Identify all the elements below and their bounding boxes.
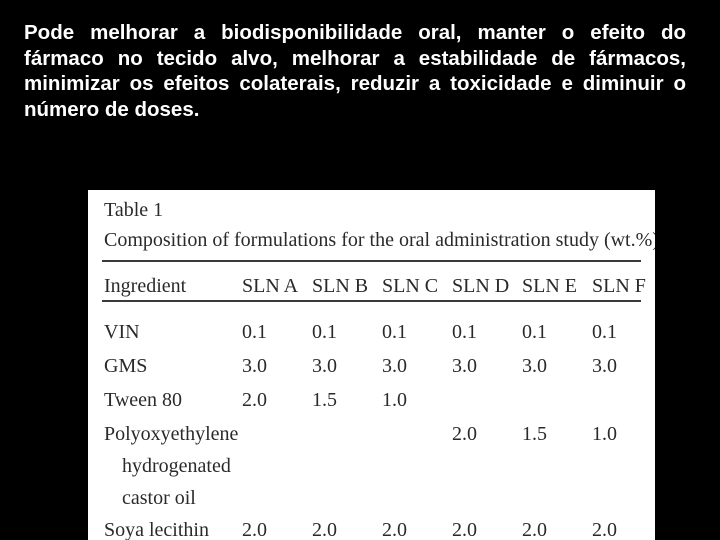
row-value: 1.0 — [592, 423, 617, 445]
row-value: 0.1 — [242, 321, 267, 343]
row-value: 2.0 — [522, 519, 547, 540]
header-sln-d: SLN D — [452, 275, 510, 297]
row-ingredient: Polyoxyethylene — [104, 423, 239, 445]
row-value: 3.0 — [242, 355, 267, 377]
header-sln-c: SLN C — [382, 275, 439, 297]
row-ingredient: VIN — [104, 321, 140, 343]
table-header-rule — [102, 300, 641, 302]
header-sln-b: SLN B — [312, 275, 369, 297]
table-subtitle: Composition of formulations for the oral… — [104, 229, 655, 251]
header-sln-a: SLN A — [242, 275, 299, 297]
row-ingredient: GMS — [104, 355, 148, 377]
row-value: 1.5 — [522, 423, 547, 445]
row-value: 3.0 — [312, 355, 337, 377]
row-ingredient-continued: castor oil — [122, 487, 196, 509]
row-value: 3.0 — [452, 355, 477, 377]
row-value: 1.0 — [382, 389, 407, 411]
slide-text: Pode melhorar a biodisponibilidade oral,… — [24, 21, 686, 121]
row-value: 2.0 — [312, 519, 337, 540]
row-value: 2.0 — [452, 423, 477, 445]
row-ingredient: Tween 80 — [104, 389, 183, 411]
header-ingredient: Ingredient — [104, 275, 187, 297]
row-value: 2.0 — [452, 519, 477, 540]
row-value: 0.1 — [522, 321, 547, 343]
table-top-rule — [102, 260, 641, 262]
header-sln-f: SLN F — [592, 275, 646, 297]
row-value: 2.0 — [592, 519, 617, 540]
header-sln-e: SLN E — [522, 275, 577, 297]
table-title: Table 1 — [104, 199, 164, 221]
row-value: 3.0 — [522, 355, 547, 377]
row-ingredient-continued: hydrogenated — [122, 455, 231, 477]
row-value: 0.1 — [592, 321, 617, 343]
row-value: 3.0 — [382, 355, 407, 377]
row-ingredient: Soya lecithin — [104, 519, 209, 540]
row-value: 3.0 — [592, 355, 617, 377]
table-figure: Table 1 Composition of formulations for … — [88, 190, 655, 540]
row-value: 0.1 — [312, 321, 337, 343]
row-value: 2.0 — [242, 389, 267, 411]
row-value: 2.0 — [382, 519, 407, 540]
row-value: 1.5 — [312, 389, 337, 411]
row-value: 0.1 — [382, 321, 407, 343]
row-value: 2.0 — [242, 519, 267, 540]
row-value: 0.1 — [452, 321, 477, 343]
